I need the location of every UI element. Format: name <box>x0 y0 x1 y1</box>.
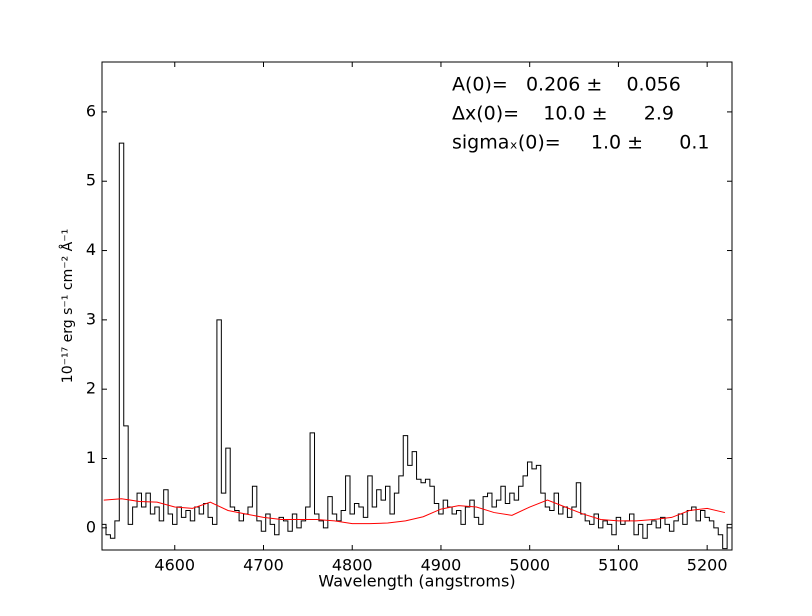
x-axis-label: Wavelength (angstroms) <box>318 572 515 591</box>
y-tick-label: 3 <box>86 309 96 328</box>
spectrum-line <box>102 142 732 550</box>
x-tick-label: 4600 <box>154 556 195 575</box>
y-tick-label: 5 <box>86 171 96 190</box>
annotation: Δx(0)= 10.0 ± 2.9 <box>452 103 674 125</box>
x-tick-label: 5100 <box>598 556 639 575</box>
annotation: sigmaₓ(0)= 1.0 ± 0.1 <box>452 132 709 154</box>
y-tick-label: 4 <box>86 240 96 259</box>
annotation: A(0)= 0.206 ± 0.056 <box>452 74 681 96</box>
x-tick-label: 5200 <box>687 556 728 575</box>
x-tick-label: 4900 <box>421 556 462 575</box>
y-tick-label: 2 <box>86 379 96 398</box>
x-tick-label: 4700 <box>243 556 284 575</box>
x-tick-label: 5000 <box>509 556 550 575</box>
x-tick-label: 4800 <box>332 556 373 575</box>
y-tick-label: 0 <box>86 517 96 536</box>
plot-frame <box>101 61 733 551</box>
y-axis-label: 10⁻¹⁷ erg s⁻¹ cm⁻² Å⁻¹ <box>59 229 76 383</box>
y-tick-label: 1 <box>86 448 96 467</box>
y-tick-label: 6 <box>86 101 96 120</box>
fit-line <box>103 498 726 525</box>
